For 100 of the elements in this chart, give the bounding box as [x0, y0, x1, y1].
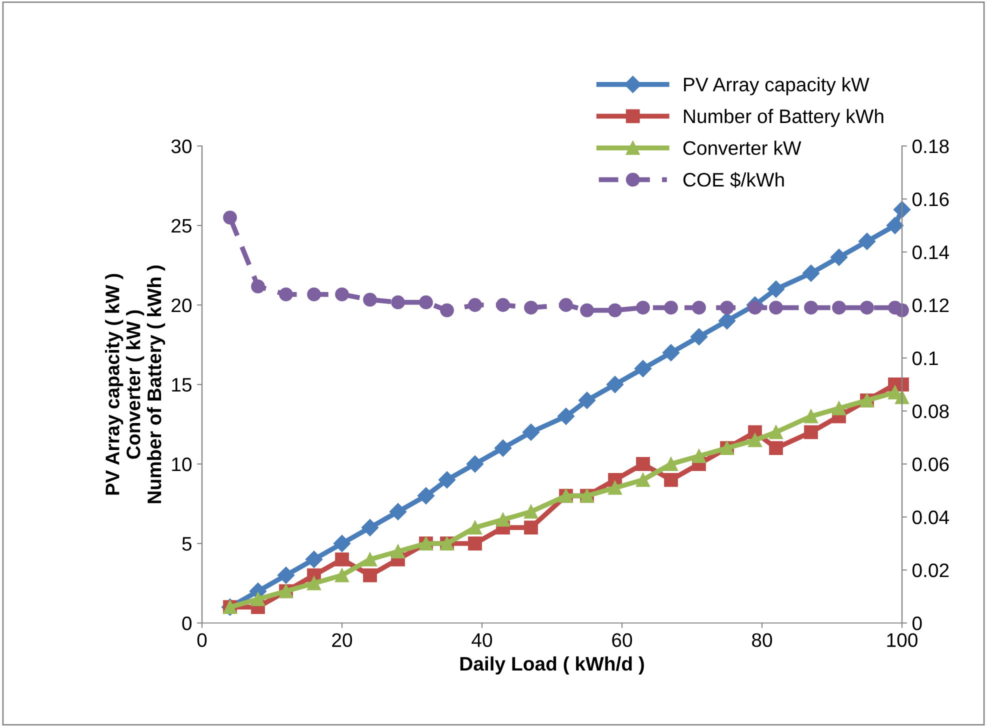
point	[468, 298, 482, 312]
point	[718, 312, 736, 330]
x-tick-label: 20	[332, 633, 352, 648]
point	[748, 300, 762, 315]
point	[664, 457, 678, 471]
y-tick-label: 30	[171, 139, 192, 154]
y2-tick-label: 0.06	[912, 457, 949, 472]
point	[804, 425, 818, 440]
x-tick-label: 0	[197, 633, 207, 648]
point	[578, 392, 596, 409]
point	[636, 300, 650, 315]
point	[606, 376, 624, 394]
y2-tick-label: 0.02	[912, 563, 949, 578]
y2-tick-label: 0.16	[912, 192, 949, 206]
point	[804, 300, 818, 315]
point	[832, 401, 846, 416]
y-tick-label: 20	[172, 298, 192, 312]
point	[634, 360, 652, 378]
point	[363, 292, 377, 307]
y-tick-label: 25	[172, 218, 192, 233]
point	[440, 303, 454, 318]
point	[860, 300, 874, 315]
point	[305, 550, 323, 568]
point	[830, 248, 848, 266]
point	[559, 298, 573, 312]
legend-label: COE $/kWh	[683, 172, 784, 188]
y2-tick-label: 0.12	[912, 298, 949, 312]
point	[886, 216, 904, 234]
point	[636, 457, 650, 471]
point	[524, 300, 538, 315]
point	[636, 472, 650, 487]
y-tick-label: 0	[182, 616, 192, 630]
point	[802, 264, 820, 282]
point	[335, 552, 349, 566]
point	[496, 298, 510, 312]
point	[468, 520, 482, 535]
point	[524, 504, 538, 519]
point	[438, 471, 456, 488]
point	[664, 472, 678, 487]
point	[307, 576, 321, 590]
point	[363, 552, 377, 566]
y-axis-title: PV Array capacity ( kW ) Converter ( kW ) Number of Battery ( kWh )	[105, 266, 166, 504]
point	[608, 480, 622, 495]
point	[419, 295, 433, 310]
point	[748, 433, 762, 448]
x-axis-title: Daily Load ( kWh/d )	[460, 656, 644, 675]
point	[494, 440, 512, 457]
y2-tick-label: 0.1	[912, 351, 938, 366]
point	[417, 487, 435, 504]
point	[769, 300, 783, 315]
x-tick-label: 80	[752, 633, 772, 648]
point	[468, 536, 482, 550]
point	[251, 592, 265, 606]
y-tick-label: 5	[182, 537, 192, 551]
point	[720, 300, 734, 315]
point	[692, 449, 706, 463]
point	[524, 520, 538, 535]
point	[769, 441, 783, 456]
point	[662, 344, 680, 362]
point	[335, 568, 349, 582]
point	[277, 566, 295, 584]
point	[690, 328, 708, 346]
point	[363, 568, 377, 582]
point	[389, 503, 407, 520]
point	[391, 544, 405, 558]
point	[580, 303, 594, 318]
y2-tick-label: 0.08	[912, 404, 949, 418]
point	[333, 534, 351, 552]
point	[361, 519, 379, 536]
point	[391, 295, 405, 310]
point	[557, 408, 575, 425]
point	[804, 409, 818, 424]
point	[496, 512, 510, 527]
point	[223, 210, 237, 224]
legend-label: PV Array capacity kW	[684, 77, 870, 96]
y-tick-label: 15	[172, 378, 192, 392]
point	[692, 300, 706, 315]
point	[279, 287, 293, 302]
point	[767, 280, 785, 298]
legend-label: Converter kW	[683, 140, 802, 155]
point	[335, 287, 349, 302]
legend-label: Number of Battery kWh	[684, 108, 884, 128]
point	[466, 455, 484, 473]
y-tick-label: 10	[172, 457, 192, 472]
point	[769, 425, 783, 440]
point	[307, 287, 321, 302]
y2-tick-label: 0.14	[912, 245, 949, 260]
y2-tick-label: 0.04	[912, 510, 949, 524]
point	[664, 300, 678, 315]
point	[522, 424, 540, 441]
y2-tick-label: 0.18	[912, 139, 949, 154]
point	[832, 300, 846, 315]
x-tick-label: 40	[472, 633, 492, 648]
point	[251, 280, 265, 294]
point	[895, 303, 909, 318]
y2-tick-label: 0	[912, 616, 922, 630]
point	[608, 303, 622, 318]
x-tick-label: 60	[612, 633, 632, 648]
point	[858, 232, 876, 250]
x-tick-label: 100	[887, 633, 918, 648]
